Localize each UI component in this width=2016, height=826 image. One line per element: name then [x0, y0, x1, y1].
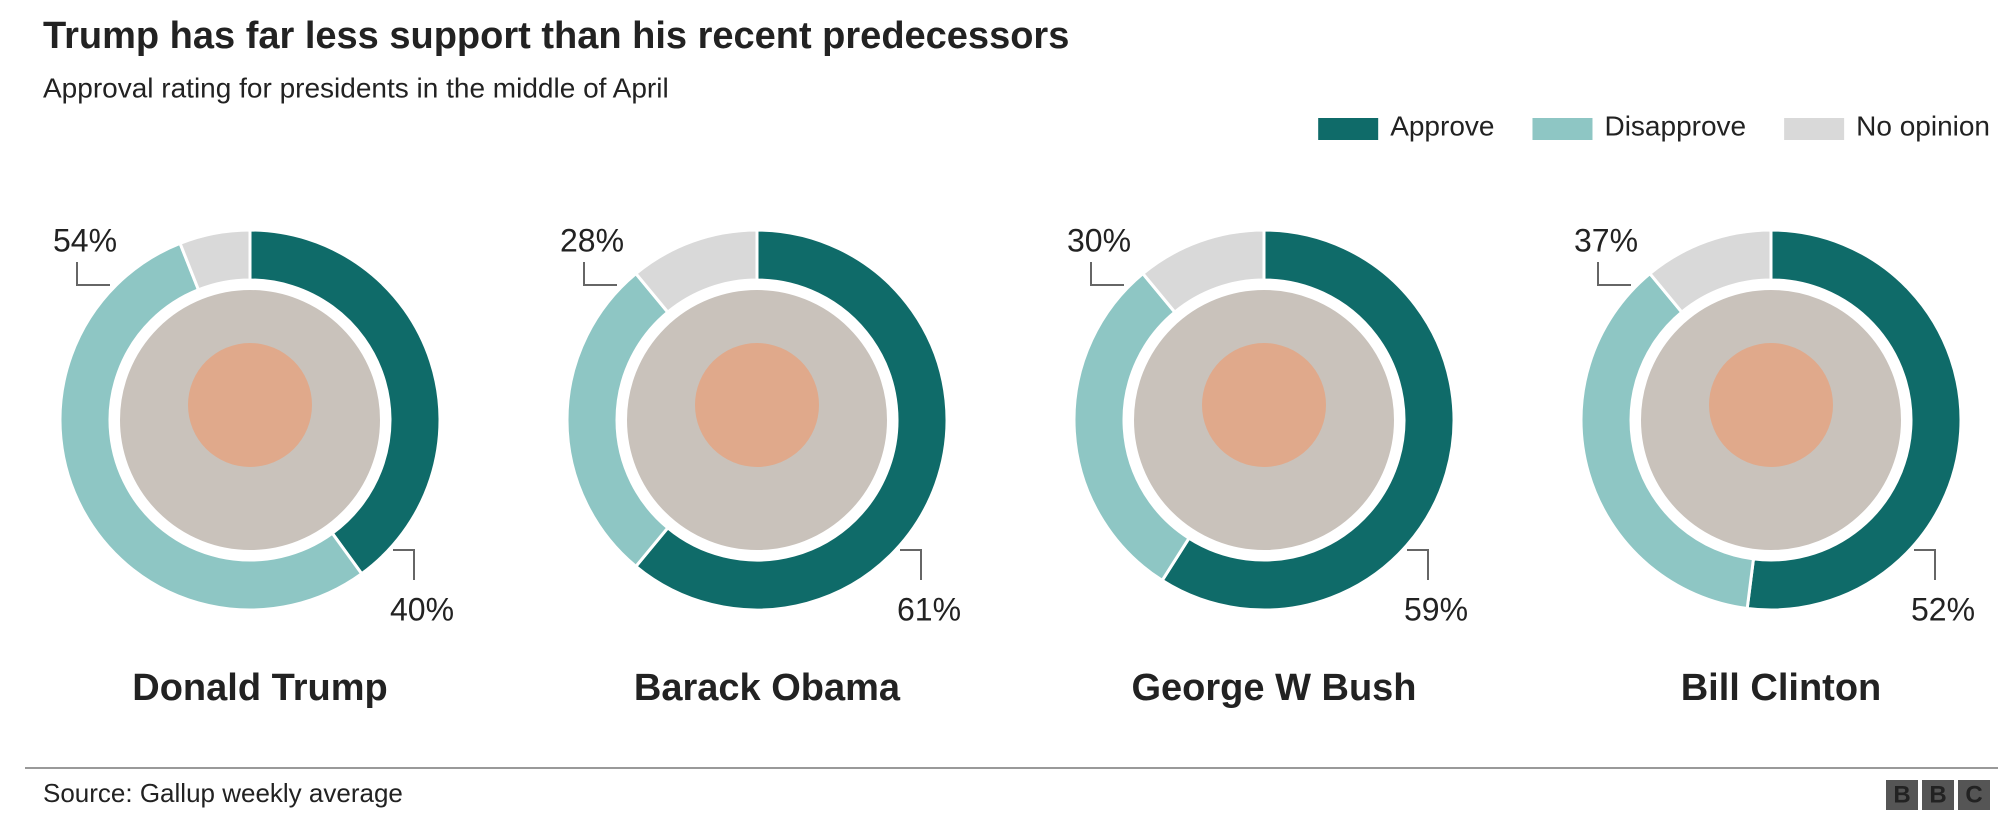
donut-segment [1579, 271, 1756, 611]
leader-line [1597, 262, 1631, 286]
legend-label: Approve [1390, 110, 1494, 141]
logo-box [1886, 780, 1918, 810]
category-label: Bill Clinton [1681, 667, 1882, 709]
leader-line [583, 262, 617, 286]
legend-swatch [1532, 118, 1593, 140]
leader-line [1407, 549, 1429, 580]
value-label: 30% [1067, 222, 1131, 258]
value-label: 61% [897, 591, 961, 627]
logo-box [1958, 780, 1990, 810]
value-label: 59% [1404, 591, 1468, 627]
leader-line [393, 549, 415, 580]
value-label: 40% [390, 591, 454, 627]
legend-label: Disapprove [1604, 110, 1746, 141]
value-label: 28% [560, 222, 624, 258]
category-label: Barack Obama [634, 667, 901, 709]
leader-line [1090, 262, 1124, 286]
donut-segment [1745, 228, 1963, 612]
value-label: 37% [1574, 222, 1638, 258]
category-label: Donald Trump [132, 667, 387, 709]
portrait-face [1202, 343, 1326, 467]
legend-swatch [1784, 118, 1845, 140]
category-label: George W Bush [1131, 667, 1416, 709]
portrait-face [188, 343, 312, 467]
leader-line [900, 549, 922, 580]
legend-swatch [1318, 118, 1379, 140]
logo-letter: B [1893, 781, 1910, 808]
value-label: 54% [53, 222, 117, 258]
logo-letter: B [1929, 781, 1946, 808]
portrait-face [1709, 343, 1833, 467]
logo-box [1922, 780, 1954, 810]
donut-segment [1647, 228, 1773, 315]
donut-segment [1072, 271, 1192, 583]
donut-segment [633, 228, 759, 315]
portrait-face [695, 343, 819, 467]
donut-segment [248, 228, 442, 576]
logo-letter: C [1965, 781, 1982, 808]
donut-segment [565, 271, 670, 569]
leader-line [76, 262, 110, 286]
donut-segment [1160, 228, 1456, 612]
chart-title: Trump has far less support than his rece… [43, 15, 1069, 57]
source: Source: Gallup weekly average [43, 778, 403, 808]
donut-segment [178, 228, 252, 292]
legend-label: No opinion [1856, 110, 1990, 141]
chart-subtitle: Approval rating for presidents in the mi… [43, 72, 669, 103]
donut-segment [1140, 228, 1266, 315]
value-label: 52% [1911, 591, 1975, 627]
leader-line [1914, 549, 1936, 580]
donut-segment [633, 228, 949, 612]
donut-segment [58, 241, 364, 612]
